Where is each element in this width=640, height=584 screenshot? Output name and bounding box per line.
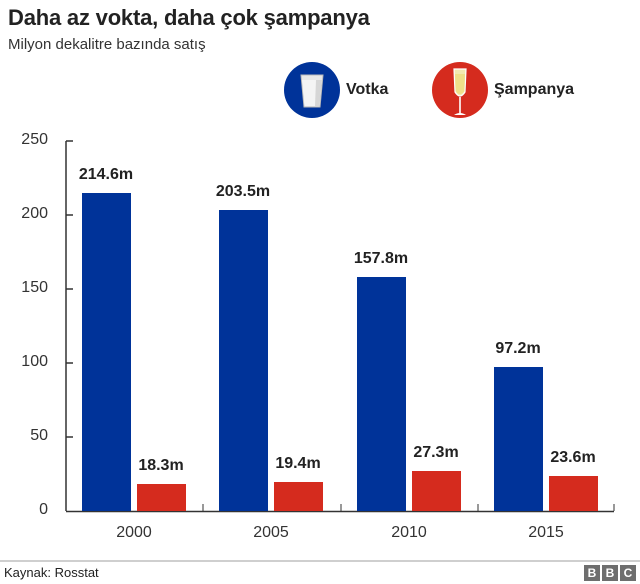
bar-value-label: 19.4m <box>275 455 321 472</box>
vodka-glass-icon <box>284 62 340 118</box>
bbc-logo: B B C <box>584 565 636 581</box>
bar-value-label: 157.8m <box>353 250 409 267</box>
bar-value-label: 214.6m <box>78 166 134 183</box>
bar-champagne-2010 <box>412 471 461 511</box>
bar-value-label: 23.6m <box>550 449 596 466</box>
bar-value-label: 97.2m <box>495 340 541 357</box>
x-tick-label: 2015 <box>528 524 564 541</box>
legend-item-champagne: Şampanya <box>432 62 574 118</box>
bar-champagne-2005 <box>274 482 323 511</box>
chart-title: Daha az vokta, daha çok şampanya <box>8 5 370 30</box>
champagne-flute-icon <box>432 62 488 118</box>
y-tick-label: 150 <box>21 279 48 296</box>
y-tick-label: 0 <box>39 501 48 518</box>
bar-vodka-2015 <box>494 367 543 511</box>
legend-label-champagne: Şampanya <box>494 81 575 98</box>
x-tick-label: 2000 <box>116 524 152 541</box>
bar-vodka-2010 <box>357 277 406 511</box>
bar-vodka-2000 <box>82 193 131 511</box>
logo-letter: C <box>620 565 636 581</box>
y-tick-label: 250 <box>21 131 48 148</box>
source-note: Kaynak: Rosstat <box>4 565 99 580</box>
x-tick-label: 2010 <box>391 524 427 541</box>
bar-value-label: 18.3m <box>138 457 184 474</box>
footer-divider <box>0 560 640 562</box>
bar-champagne-2000 <box>137 484 186 511</box>
y-tick-label: 50 <box>30 427 48 444</box>
logo-letter: B <box>584 565 600 581</box>
bar-value-label: 27.3m <box>413 444 459 461</box>
legend-item-vodka: Votka <box>284 62 388 118</box>
chart-subtitle: Milyon dekalitre bazında satış <box>8 36 206 53</box>
legend-label-vodka: Votka <box>346 81 389 98</box>
bar-champagne-2015 <box>549 476 598 511</box>
bar-vodka-2005 <box>219 210 268 511</box>
bar-value-label: 203.5m <box>215 183 271 200</box>
y-tick-label: 200 <box>21 205 48 222</box>
x-tick-label: 2005 <box>253 524 289 541</box>
logo-letter: B <box>602 565 618 581</box>
y-tick-label: 100 <box>21 353 48 370</box>
